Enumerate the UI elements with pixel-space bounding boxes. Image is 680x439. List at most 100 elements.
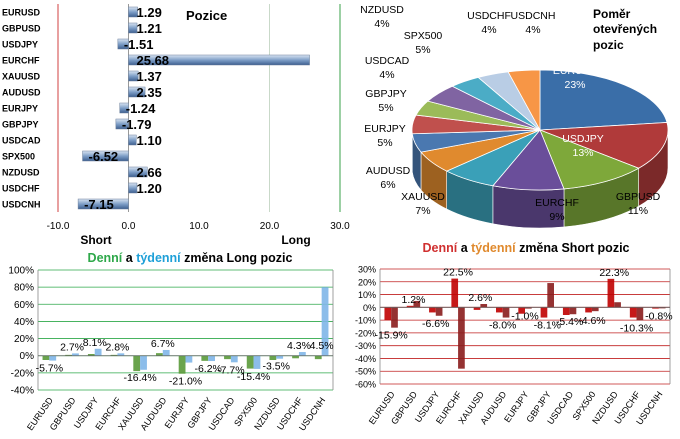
position-bar: [128, 166, 148, 178]
y-tick-label: 20%: [14, 334, 34, 345]
category-label: GBPUSD: [2, 24, 41, 34]
pie-slice-name: XAUUSD: [401, 191, 445, 203]
chart-title-part: týdenní: [136, 251, 181, 265]
pie-slice-name: GBPJPY: [365, 88, 406, 100]
change-bar: [65, 354, 73, 356]
value-label: 25.68: [137, 53, 170, 68]
position-bar: [128, 70, 139, 82]
x-tick-label: -10.0: [47, 221, 70, 232]
pie-slice: [507, 69, 541, 131]
change-bar: [156, 353, 163, 356]
pie-slice: [539, 122, 669, 169]
category-label: USDCHF: [2, 184, 40, 194]
position-bar: [128, 22, 138, 34]
change-bar: [246, 355, 254, 369]
change-bar: [496, 307, 503, 313]
data-label: -15.9%: [375, 330, 408, 342]
position-bar: [128, 54, 310, 66]
data-label: -16.4%: [123, 372, 156, 384]
data-label: -15.4%: [237, 371, 270, 383]
change-bar: [540, 307, 548, 318]
data-label: 6.7%: [151, 338, 175, 350]
short-change-chart: Denní a týdenní změna Short pozic -60% -50…: [355, 241, 673, 427]
chart-title: Denní a týdenní změna Long pozic: [88, 251, 293, 265]
category-label: EURCHF: [2, 56, 40, 66]
chart-title: Pozice: [186, 8, 227, 23]
x-tick-label: 30.0: [330, 221, 350, 232]
y-tick-label: 80%: [14, 283, 34, 294]
change-bar: [253, 355, 261, 369]
value-label: 2.66: [137, 165, 162, 180]
pie-slice-percent: 4%: [525, 24, 540, 36]
y-tick-label: -10%: [355, 316, 376, 326]
pie-slice-percent: 7%: [415, 205, 430, 217]
change-bar: [42, 355, 50, 360]
pie-slice-name: USDCAD: [365, 55, 410, 67]
position-bar: [115, 118, 129, 130]
chart-title: Denní a týdenní změna Short pozic: [423, 241, 630, 255]
y-tick-label: 10%: [358, 290, 376, 300]
y-tick-label: -50%: [355, 367, 376, 377]
change-bar: [652, 307, 659, 309]
value-label: 1.10: [137, 133, 162, 148]
change-bar: [321, 287, 329, 356]
pie-slice-percent: 6%: [380, 179, 395, 191]
data-label: -6.6%: [422, 318, 449, 330]
y-tick-label: 0%: [20, 351, 35, 362]
change-bar: [502, 307, 510, 318]
change-bar: [94, 348, 102, 356]
short-label: Short: [80, 233, 111, 247]
data-label: 4.5%: [310, 340, 334, 352]
y-tick-label: 40%: [14, 317, 34, 328]
chart-title-part: změna Long pozic: [181, 251, 293, 265]
x-tick-label: 10.0: [189, 221, 209, 232]
change-bar: [658, 307, 666, 309]
change-bar: [614, 302, 621, 308]
value-label: -1.24: [126, 101, 156, 116]
change-bar: [110, 354, 118, 356]
change-bar: [178, 355, 186, 374]
change-bar: [276, 355, 284, 359]
category-label: EURJPY: [2, 104, 38, 114]
change-bar: [458, 307, 465, 369]
pie-slice-name: GBPUSD: [616, 191, 661, 203]
chart-title-part: změna Short pozic: [516, 241, 630, 255]
pie-slice-percent: 13%: [572, 147, 593, 159]
chart-title-part: Denní: [88, 251, 123, 265]
category-label: SPX500: [2, 152, 35, 162]
change-bar: [384, 307, 392, 321]
data-label: 22.5%: [443, 267, 473, 279]
change-bar: [230, 355, 238, 363]
data-label: -8.1%: [534, 320, 561, 332]
data-label: -3.5%: [263, 361, 290, 373]
change-bar: [72, 353, 79, 356]
change-bar: [269, 355, 277, 360]
value-label: -7.15: [84, 197, 114, 212]
change-bar: [413, 300, 421, 308]
data-label: -10.3%: [620, 322, 653, 334]
pie-slice-percent: 5%: [377, 137, 392, 149]
pie-slice-name: USDCNH: [511, 10, 556, 22]
data-label: -4.6%: [578, 315, 605, 327]
positions-chart: EURUSD 1.29 GBPUSD 1.21 USDJPY -1.51 EURCHF 25.…: [2, 4, 350, 247]
chart-title-part: Denní: [423, 241, 458, 255]
pie-slice: [539, 69, 668, 131]
y-tick-label: 60%: [14, 300, 34, 311]
category-label: AUDUSD: [2, 88, 41, 98]
value-label: 1.37: [137, 69, 162, 84]
position-bar: [128, 6, 138, 18]
change-bar: [636, 307, 644, 321]
data-label: -5.7%: [36, 363, 63, 375]
category-label: USDCAD: [2, 136, 41, 146]
pie-slice-percent: 4%: [379, 69, 394, 81]
pie-slice-percent: 5%: [415, 44, 430, 56]
y-tick-label: -20%: [11, 368, 34, 379]
pie-title-line1: Poměr: [593, 7, 631, 21]
change-bar: [140, 355, 147, 370]
change-bar: [591, 307, 599, 312]
change-bar: [569, 307, 577, 315]
change-bar: [480, 304, 488, 308]
data-label: 1.2%: [401, 294, 425, 306]
x-tick-label: 0.0: [122, 221, 136, 232]
y-tick-label: 100%: [8, 266, 34, 277]
